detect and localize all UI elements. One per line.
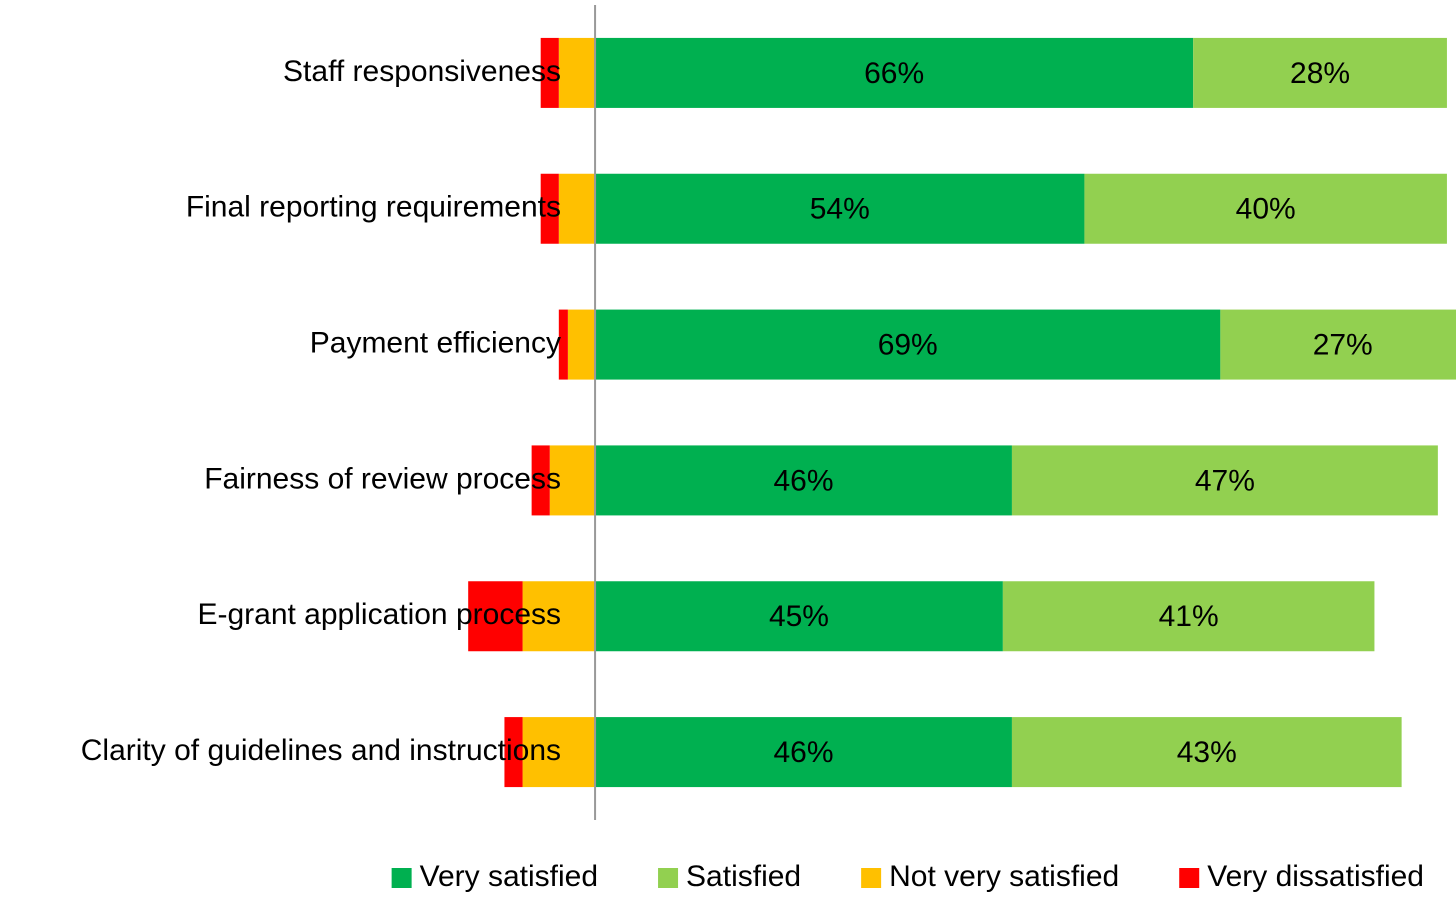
category-label: Payment efficiency <box>310 327 561 360</box>
data-label: 47% <box>1195 464 1255 497</box>
legend-swatch <box>391 868 412 888</box>
bar-segment <box>595 309 1221 380</box>
data-label: 41% <box>1159 600 1219 633</box>
legend-label: Very satisfied <box>420 860 598 893</box>
category-label: Fairness of review process <box>204 462 561 495</box>
bar-segment <box>468 581 523 652</box>
data-label: 45% <box>769 600 829 633</box>
bar-segment <box>549 445 596 516</box>
bar-segment <box>531 445 550 516</box>
bar-segment <box>1011 717 1402 788</box>
bar-segment <box>558 309 568 380</box>
bar-segment <box>595 581 1003 652</box>
data-label: 69% <box>878 329 938 362</box>
legend-swatch <box>1179 868 1200 888</box>
category-label: E-grant application process <box>197 598 561 631</box>
category-label: Final reporting requirements <box>186 191 561 224</box>
bar-segment <box>595 717 1012 788</box>
data-label: 27% <box>1313 329 1373 362</box>
bar-segment <box>595 445 1012 516</box>
bar-segment <box>540 173 559 244</box>
bar-segment <box>540 37 559 108</box>
legend-label: Satisfied <box>686 860 801 893</box>
data-label: 46% <box>773 464 833 497</box>
data-label: 43% <box>1177 736 1237 769</box>
bar-segment <box>595 173 1085 244</box>
bar-segment <box>558 37 596 108</box>
bar-segment <box>595 37 1194 108</box>
legend-swatch <box>861 868 882 888</box>
bar-segment <box>1002 581 1375 652</box>
bar-segment <box>522 717 596 788</box>
bar-segment <box>522 581 596 652</box>
legend-swatch <box>658 868 679 888</box>
data-label: 66% <box>864 57 924 90</box>
bar-segment <box>1220 309 1456 380</box>
bar-segment <box>1011 445 1438 516</box>
data-label: 28% <box>1290 57 1350 90</box>
data-label: 40% <box>1236 193 1296 226</box>
bar-segment <box>558 173 596 244</box>
bar-segment <box>1084 173 1447 244</box>
bar-segment <box>567 309 596 380</box>
category-label: Staff responsiveness <box>283 55 561 88</box>
legend-label: Very dissatisfied <box>1207 860 1424 893</box>
data-label: 46% <box>773 736 833 769</box>
data-label: 54% <box>810 193 870 226</box>
bar-segment <box>1193 37 1447 108</box>
legend-label: Not very satisfied <box>889 860 1119 893</box>
category-label: Clarity of guidelines and instructions <box>81 734 561 767</box>
bar-segment <box>504 717 523 788</box>
